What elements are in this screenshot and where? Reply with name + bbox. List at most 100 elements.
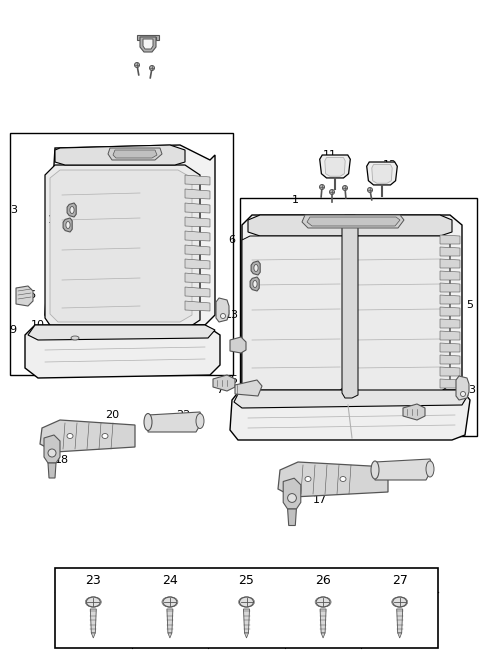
Polygon shape [403,404,425,420]
Text: 27: 27 [392,574,408,586]
Polygon shape [440,319,460,328]
Ellipse shape [371,461,379,479]
Text: 14: 14 [48,215,62,225]
Text: 20: 20 [105,410,119,420]
Polygon shape [185,231,210,241]
Polygon shape [307,217,400,226]
Polygon shape [48,463,56,478]
Text: 11: 11 [323,150,337,160]
Text: 7: 7 [216,385,224,395]
Polygon shape [137,35,159,40]
Polygon shape [278,462,388,497]
Polygon shape [440,379,460,388]
Ellipse shape [240,597,253,607]
Polygon shape [250,277,259,291]
Polygon shape [67,203,76,217]
Text: 4: 4 [84,192,92,202]
Ellipse shape [67,434,73,438]
Ellipse shape [196,413,204,428]
Polygon shape [91,633,96,638]
Ellipse shape [305,476,311,481]
Ellipse shape [71,336,79,340]
Ellipse shape [340,476,346,481]
Ellipse shape [134,62,140,67]
Polygon shape [440,283,460,292]
Polygon shape [396,609,403,633]
Polygon shape [28,325,215,340]
Text: 23: 23 [85,574,101,586]
Polygon shape [440,235,460,244]
Text: 19: 19 [341,470,355,480]
Text: 16: 16 [23,290,37,300]
Polygon shape [440,343,460,352]
Text: 2: 2 [258,265,265,275]
Polygon shape [440,355,460,364]
Text: 13: 13 [225,310,239,320]
Ellipse shape [163,597,177,607]
Text: 25: 25 [239,574,254,586]
Polygon shape [251,261,260,275]
Polygon shape [242,236,348,390]
Ellipse shape [149,66,155,71]
Ellipse shape [102,434,108,438]
Text: 17: 17 [313,495,327,505]
Polygon shape [143,39,153,49]
Text: 6: 6 [228,235,236,245]
Polygon shape [148,412,203,432]
Polygon shape [321,633,325,638]
Polygon shape [45,145,215,325]
Polygon shape [185,301,210,311]
Text: 24: 24 [162,574,178,586]
Text: 15: 15 [408,410,422,420]
Polygon shape [168,633,172,638]
Text: 12: 12 [383,160,397,170]
Ellipse shape [48,449,56,457]
Ellipse shape [460,392,466,396]
Ellipse shape [253,280,257,288]
Polygon shape [242,215,462,395]
Bar [240,198,477,436]
Polygon shape [113,150,157,158]
Polygon shape [283,478,301,509]
Ellipse shape [288,494,296,502]
Text: 3: 3 [11,205,17,215]
Polygon shape [440,295,460,304]
Text: 13: 13 [463,385,477,395]
Text: 22: 22 [176,410,190,420]
Ellipse shape [426,461,434,477]
Polygon shape [40,420,135,452]
Polygon shape [90,609,96,633]
Polygon shape [55,145,185,165]
Polygon shape [185,175,210,185]
Polygon shape [320,609,326,633]
Polygon shape [372,164,392,183]
Ellipse shape [70,206,74,214]
Polygon shape [216,298,229,322]
Polygon shape [234,390,468,408]
Bar [55,568,438,648]
Polygon shape [213,375,235,391]
Polygon shape [230,390,470,440]
Polygon shape [185,287,210,297]
Polygon shape [342,215,358,398]
Polygon shape [440,259,460,268]
Polygon shape [185,203,210,213]
Text: 14: 14 [251,290,265,300]
Polygon shape [248,215,452,236]
Polygon shape [50,170,192,322]
Polygon shape [44,435,60,463]
Polygon shape [230,337,246,353]
Polygon shape [108,148,162,160]
Bar [10,133,233,375]
Polygon shape [244,633,249,638]
Ellipse shape [393,597,407,607]
Text: 21: 21 [413,465,427,475]
Polygon shape [345,236,450,392]
Polygon shape [167,609,173,633]
Polygon shape [25,325,220,378]
Polygon shape [440,307,460,316]
Ellipse shape [144,413,152,430]
Ellipse shape [368,187,372,193]
Polygon shape [398,633,402,638]
Polygon shape [440,271,460,280]
